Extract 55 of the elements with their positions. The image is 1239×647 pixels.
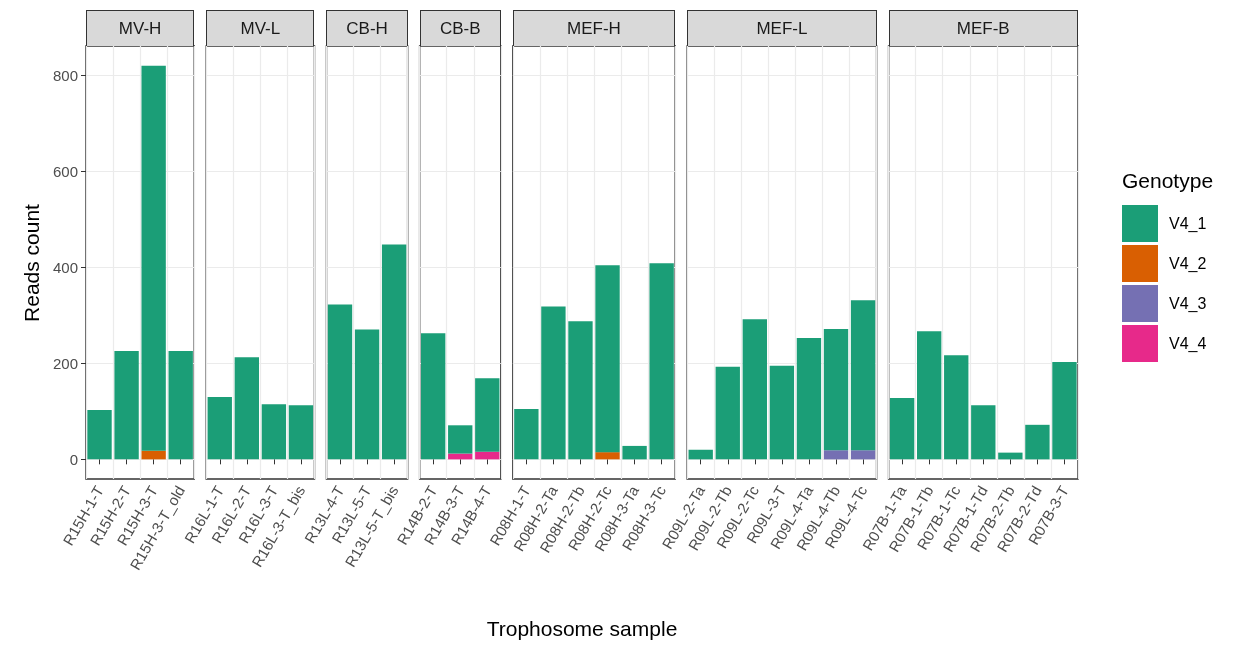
bar (595, 452, 620, 460)
bar (475, 451, 500, 460)
bar (769, 365, 795, 460)
chart-title: MV-L (206, 10, 315, 46)
x-axis-title: Trophosome sample (486, 617, 678, 641)
legend-label: V4_4 (1169, 335, 1207, 353)
y-tick-label: 0 (69, 450, 78, 468)
bar (971, 405, 996, 460)
chart-title: CB-B (419, 10, 501, 46)
bar (207, 397, 232, 460)
bar (234, 357, 259, 460)
bar (944, 355, 969, 460)
bar (889, 397, 915, 460)
bar (688, 449, 713, 460)
y-tick-label: 400 (52, 259, 78, 277)
legend-title: Genotype (1122, 169, 1214, 192)
chart-title: MV-H (86, 10, 195, 46)
bar (421, 333, 446, 460)
y-axis-title: Reads count (20, 203, 44, 322)
y-tick-label: 600 (52, 163, 78, 181)
legend-label: V4_3 (1169, 295, 1207, 313)
bar (141, 65, 166, 451)
bar (448, 425, 473, 454)
bar (595, 265, 620, 453)
bar (622, 445, 647, 460)
y-tick-label: 800 (52, 67, 78, 85)
chart-title: MEF-B (888, 10, 1078, 46)
bar (850, 450, 876, 460)
bar (568, 321, 593, 460)
legend-label: V4_1 (1169, 215, 1207, 233)
chart-title: MEF-L (687, 10, 877, 46)
bar (998, 452, 1023, 460)
bar (742, 319, 767, 460)
bar (715, 366, 740, 460)
bar (823, 450, 849, 460)
bar (823, 328, 849, 451)
bar (1052, 362, 1077, 460)
bar (141, 450, 166, 460)
bar (168, 350, 193, 460)
bar (796, 338, 822, 460)
bar (649, 263, 674, 460)
bar (850, 300, 876, 451)
bar (288, 405, 314, 460)
chart-title: MEF-H (512, 10, 676, 46)
bar (114, 350, 139, 460)
chart-title: CB-H (326, 10, 408, 46)
bar (1025, 424, 1050, 460)
bar (475, 378, 500, 452)
bar (514, 408, 539, 460)
bar (541, 306, 566, 460)
legend-label: V4_2 (1169, 255, 1207, 273)
y-tick-label: 200 (52, 354, 78, 372)
bar (261, 404, 287, 460)
bar (917, 331, 942, 460)
bar (87, 409, 112, 460)
